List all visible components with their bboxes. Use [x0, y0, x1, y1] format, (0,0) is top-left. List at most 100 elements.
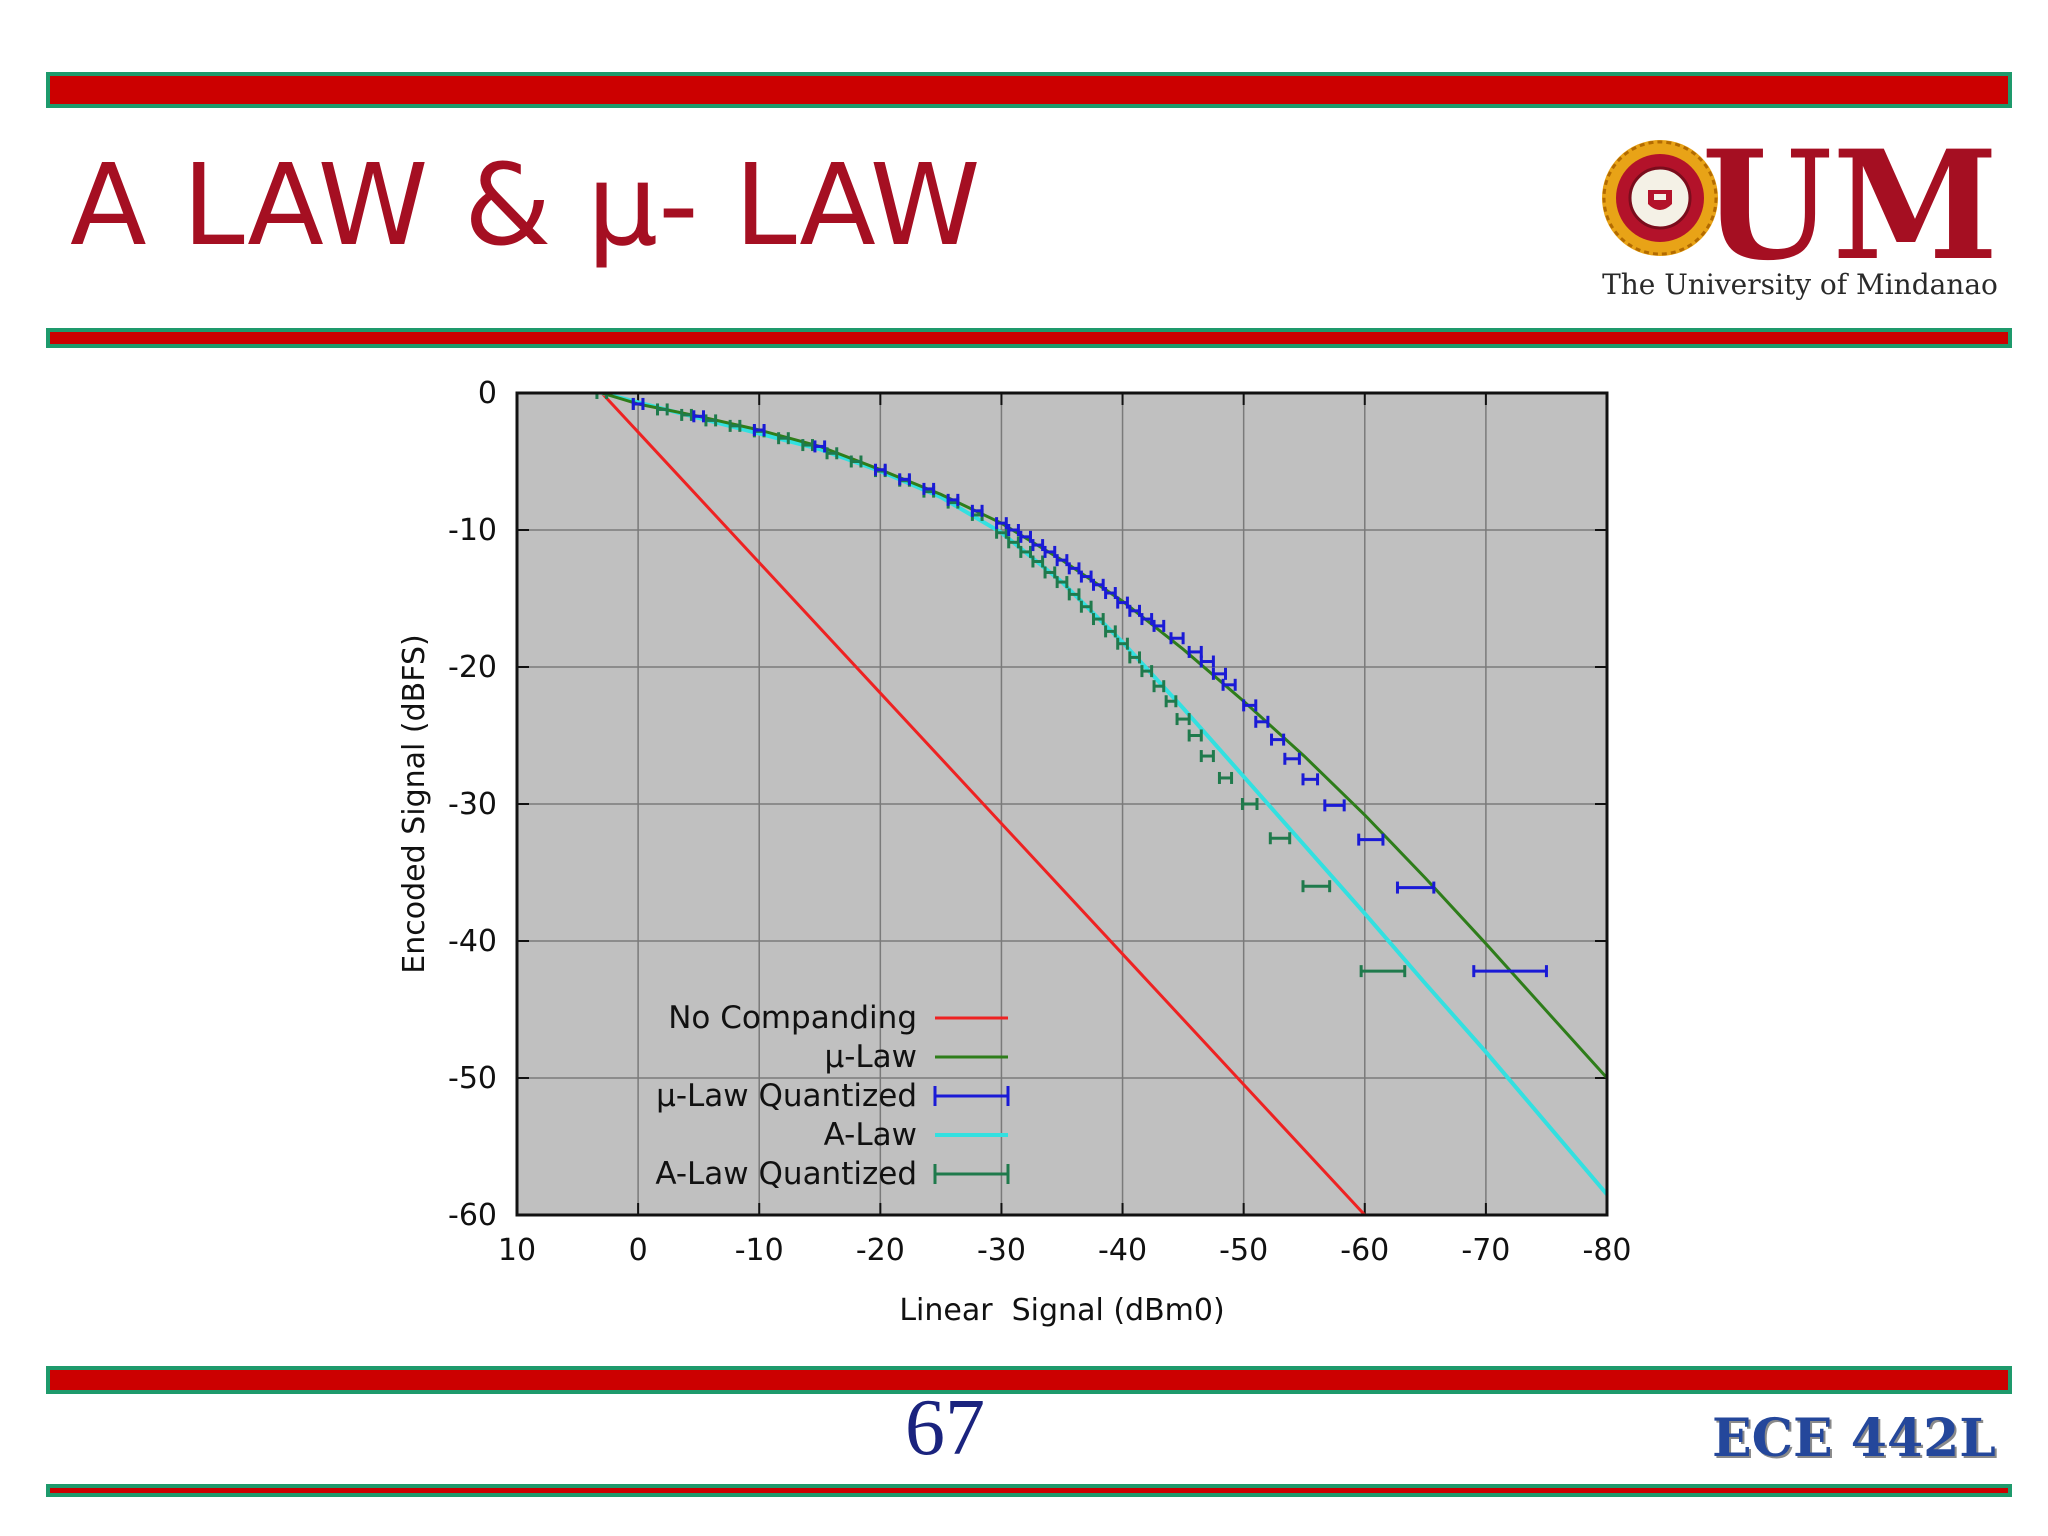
errorbar-point	[1007, 536, 1020, 549]
errorbar-point	[922, 482, 936, 495]
errorbar-point	[777, 432, 790, 445]
errorbar-point	[692, 410, 706, 423]
errorbar-point	[898, 473, 911, 486]
y-tick-labels: 0 -10 -20 -30 -40 -50 -60	[448, 376, 497, 1233]
errorbar-point	[1116, 596, 1129, 609]
errorbar-point	[1055, 554, 1069, 567]
university-logo: UM	[1602, 128, 1999, 294]
y-tick-label: -10	[448, 513, 497, 548]
errorbar-point	[631, 397, 645, 410]
errorbar-point	[1164, 695, 1178, 708]
errorbar-point	[1268, 832, 1292, 845]
errorbar-point	[1055, 576, 1069, 589]
errorbar-point	[1019, 545, 1033, 558]
errorbar-point	[1199, 655, 1215, 668]
errorbar-point	[995, 517, 1008, 530]
errorbar-point	[970, 504, 984, 517]
legend-label: No Companding	[668, 1000, 917, 1036]
errorbar-point	[1031, 539, 1045, 552]
errorbar-point	[680, 408, 693, 421]
logo-letters: UM	[1702, 128, 1999, 294]
errorbar-point	[1221, 678, 1237, 691]
errorbar-point	[1359, 965, 1407, 978]
errorbar-point	[1199, 750, 1215, 763]
x-tick-label: -30	[977, 1233, 1026, 1268]
logo-caption: The University of Mindanao	[1602, 268, 1998, 301]
errorbar-point	[1043, 545, 1057, 558]
errorbar-point	[1116, 637, 1129, 650]
y-tick-label: -30	[448, 787, 497, 822]
errorbar-point	[1301, 880, 1332, 893]
y-tick-label: 0	[478, 376, 497, 411]
errorbar-point	[1254, 715, 1270, 728]
errorbar-point	[1140, 665, 1154, 678]
errorbar-point	[1283, 752, 1301, 765]
slide-title: A LAW & µ- LAW	[70, 141, 981, 271]
errorbar-point	[801, 439, 815, 452]
errorbar-point	[1128, 651, 1142, 664]
errorbar-point	[1152, 680, 1166, 693]
x-tick-label: -70	[1461, 1233, 1510, 1268]
y-tick-label: -40	[448, 924, 497, 959]
university-seal-icon	[1602, 140, 1718, 256]
series-a-law-quantized-group	[595, 393, 1407, 978]
footer-band	[46, 1366, 2012, 1394]
errorbar-point	[1187, 729, 1203, 742]
errorbar-point	[946, 493, 960, 506]
top-banner-band	[46, 72, 2012, 108]
grid-lines	[517, 393, 1607, 1215]
errorbar-point	[1175, 713, 1191, 726]
errorbar-point	[1043, 566, 1057, 579]
errorbar-point	[1067, 562, 1081, 575]
errorbar-point	[595, 393, 609, 399]
legend-label: µ-Law	[824, 1039, 917, 1075]
plot-series-group	[595, 393, 1607, 1215]
errorbar-point	[1357, 833, 1385, 846]
errorbar-point	[752, 423, 766, 436]
errorbar-point	[1128, 604, 1142, 617]
errorbar-point	[1472, 965, 1548, 978]
course-code: ECE 442L	[1712, 1408, 1996, 1469]
series-no-companding-line	[600, 393, 1366, 1215]
page-number: 67	[905, 1384, 985, 1472]
x-tick-label: 10	[498, 1233, 536, 1268]
errorbar-point	[1019, 530, 1033, 543]
bottom-band	[46, 1484, 2012, 1497]
series-layer	[595, 393, 1607, 1215]
errorbar-point	[1091, 613, 1105, 626]
y-tick-label: -20	[448, 650, 497, 685]
errorbar-point	[1104, 625, 1117, 638]
errorbar-point	[1104, 587, 1117, 600]
plot-frame	[515, 391, 1609, 1217]
x-tick-label: 0	[629, 1233, 648, 1268]
errorbar-point	[1079, 600, 1093, 613]
errorbar-point	[1007, 524, 1020, 536]
errorbar-point	[655, 403, 669, 416]
x-tick-label: -60	[1340, 1233, 1389, 1268]
errorbar-point	[849, 455, 863, 468]
errorbar-point	[1270, 733, 1286, 746]
x-tick-label: -40	[1098, 1233, 1147, 1268]
y-tick-label: -60	[448, 1198, 497, 1233]
legend-label: A-Law	[824, 1117, 917, 1153]
errorbar-point	[813, 440, 827, 453]
x-tick-labels: 10 0 -10 -20 -30 -40 -50 -60 -70 -80	[498, 1233, 1632, 1268]
errorbar-point	[1301, 773, 1320, 786]
errorbar-point	[1211, 667, 1227, 680]
x-tick-label: -20	[856, 1233, 905, 1268]
errorbar-point	[1067, 588, 1081, 601]
errorbar-point	[1079, 570, 1093, 583]
errorbar-point	[1217, 771, 1234, 784]
legend-label: A-Law Quantized	[655, 1156, 917, 1192]
x-axis-title: Linear Signal (dBm0)	[899, 1293, 1224, 1328]
errorbar-point	[825, 447, 839, 460]
errorbar-point	[1323, 799, 1346, 812]
companding-chart: 10 0 -10 -20 -30 -40 -50 -60 -70 -80 0 -10 -20 -30 -4…	[397, 376, 1632, 1328]
errorbar-point	[1152, 619, 1166, 632]
series-mu-law-quantized-group	[631, 397, 1548, 978]
errorbar-point	[1140, 613, 1154, 626]
errorbar-point	[1395, 881, 1436, 894]
y-tick-label: -50	[448, 1061, 497, 1096]
y-axis-title: Encoded Signal (dBFS)	[397, 634, 432, 973]
